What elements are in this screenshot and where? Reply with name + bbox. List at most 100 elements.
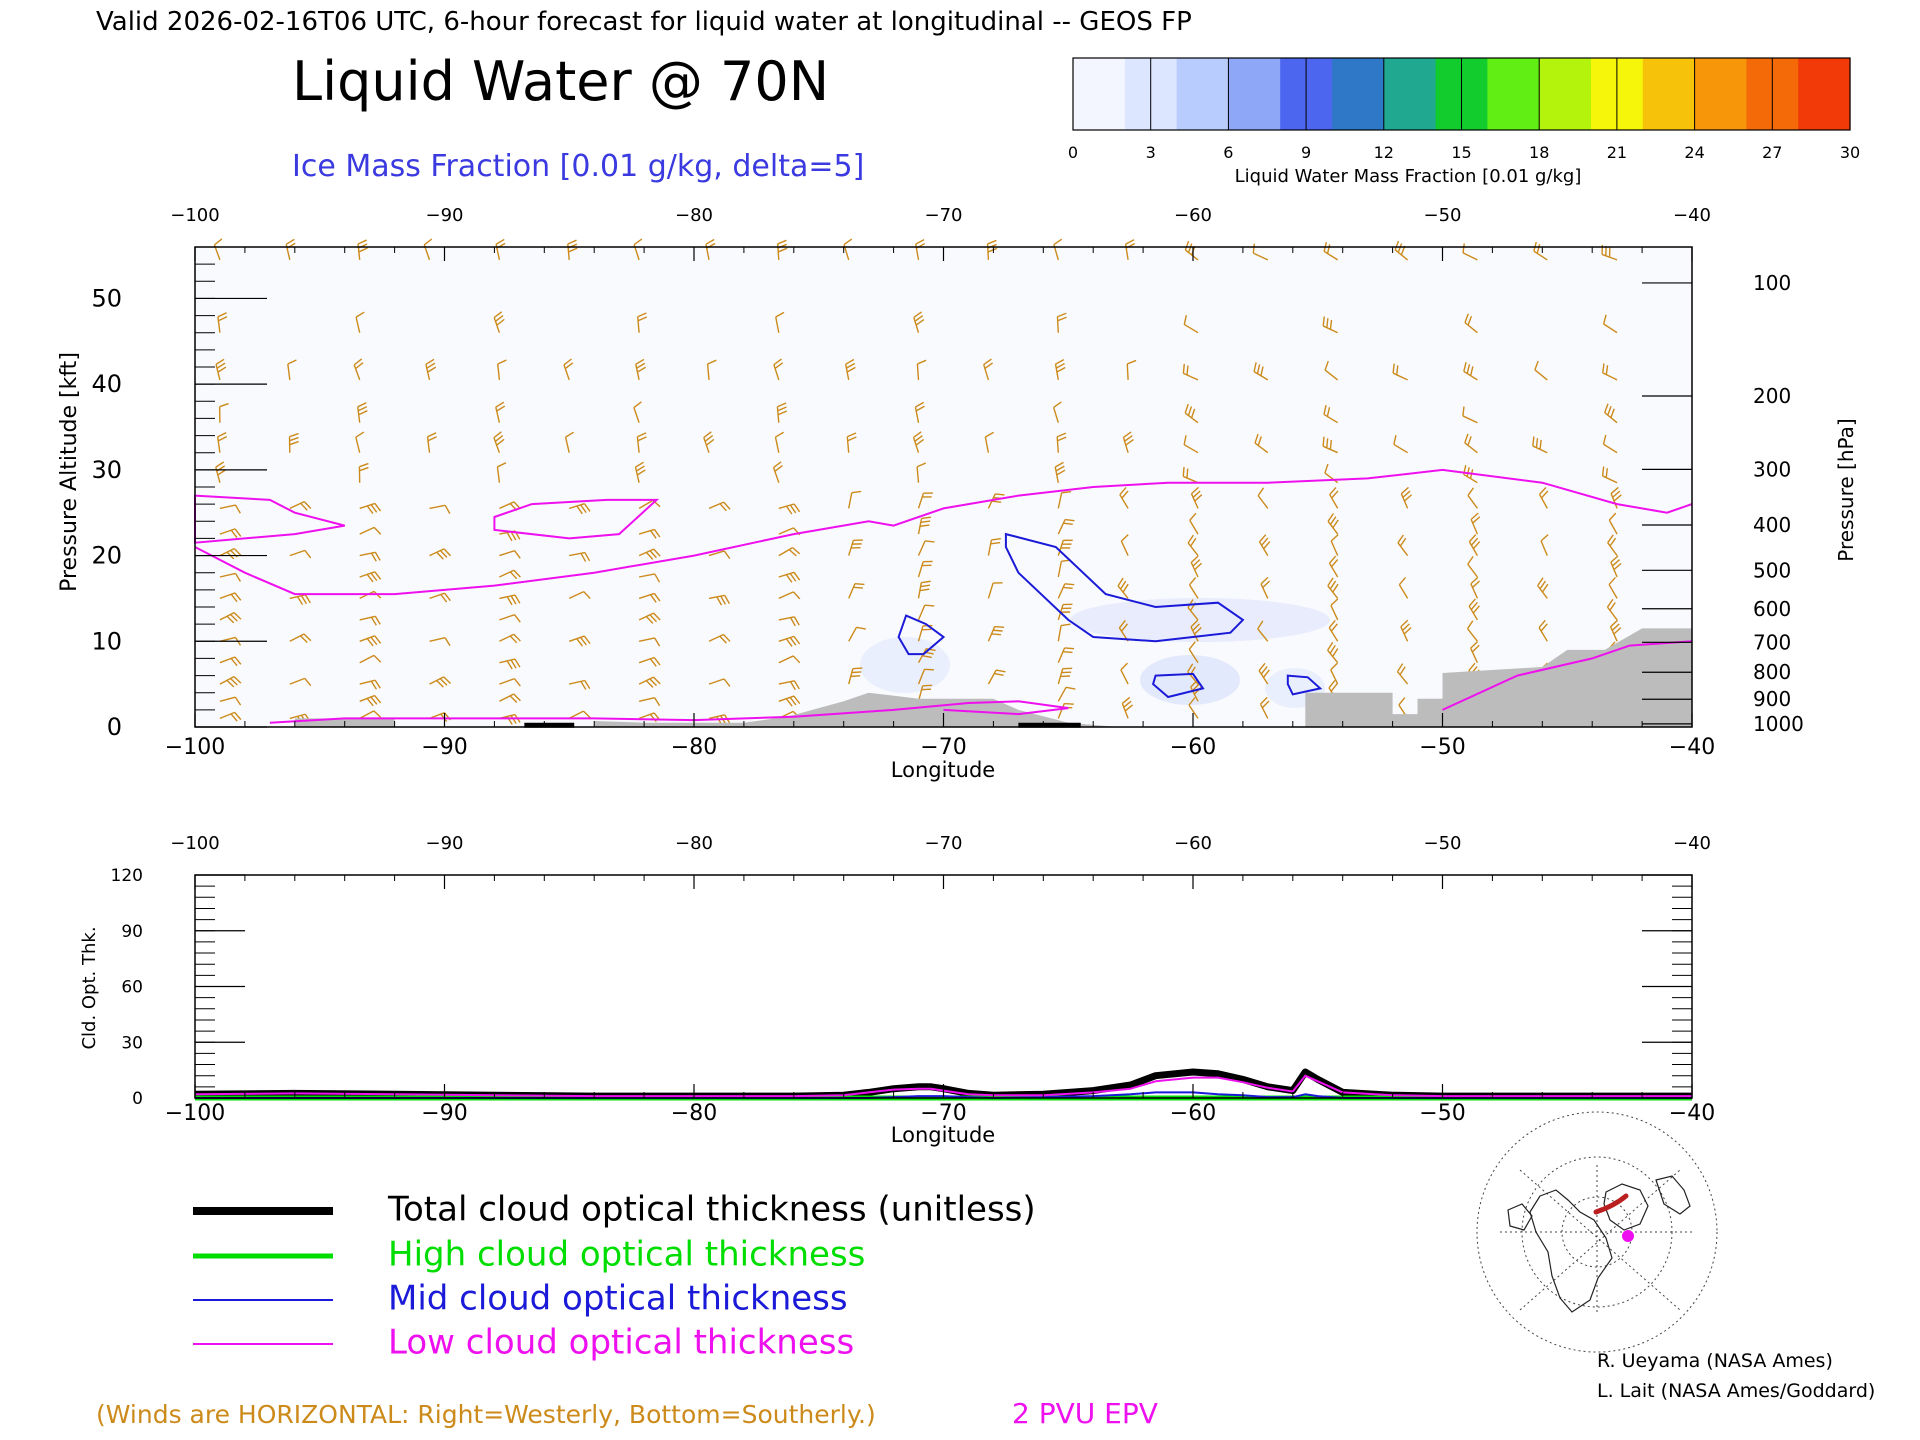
wind-barb — [1324, 463, 1339, 484]
wind-barb — [1330, 662, 1339, 685]
wind-barb-feather — [1194, 562, 1202, 571]
wind-barb-shaft — [637, 316, 640, 333]
wind-barb-shaft — [1330, 540, 1339, 556]
wind-barb-feather — [374, 679, 381, 689]
wind-barb-feather — [1608, 512, 1617, 521]
ice-5-west — [897, 614, 946, 656]
x-tick-label-top: −50 — [1424, 205, 1462, 226]
wind-barb-feather — [444, 637, 451, 647]
wind-barb-feather — [289, 432, 299, 438]
y-tick-label: 40 — [91, 370, 122, 398]
wind-barb-feather — [285, 238, 295, 245]
wind-barb-feather — [1540, 490, 1549, 499]
wind-barb-shaft — [219, 612, 235, 621]
wind-barb — [499, 633, 521, 644]
wind-barb — [1330, 598, 1339, 621]
wind-barb — [1188, 697, 1199, 719]
wind-barb — [1467, 487, 1478, 509]
wind-barb-feather — [921, 580, 931, 584]
ice-5-east — [1004, 532, 1245, 643]
wind-barb — [1462, 243, 1478, 261]
wind-barb-shaft — [217, 316, 221, 333]
wind-barb-feather — [1257, 436, 1262, 446]
wind-barb-shaft — [1260, 583, 1269, 599]
wind-barb-shaft — [499, 549, 515, 557]
wind-barb — [1257, 620, 1269, 642]
wind-barb-shaft — [778, 655, 794, 664]
wind-barb-shaft — [1470, 583, 1479, 599]
wind-barb-shaft — [568, 503, 585, 510]
wind-barb-shaft — [429, 548, 445, 557]
wind-barb-feather — [1330, 598, 1339, 606]
wind-barb-shaft — [638, 637, 655, 642]
wind-barb-shaft — [848, 492, 853, 509]
wind-barb-feather — [722, 634, 731, 642]
wind-barb-feather — [370, 552, 377, 562]
wind-barb — [1120, 662, 1129, 685]
wind-barb-feather — [374, 635, 382, 644]
wind-barb — [1182, 466, 1199, 484]
wind-barb-feather — [1188, 697, 1196, 706]
x-tick-label: −50 — [1419, 735, 1465, 760]
wind-barb-feather — [724, 595, 730, 604]
wind-barb-feather — [1613, 627, 1622, 635]
wind-barb-feather — [919, 588, 930, 592]
wind-barb-feather — [1396, 365, 1399, 375]
wind-barb — [1322, 316, 1338, 334]
wind-barb-shaft — [778, 695, 795, 702]
wind-barb-shaft — [497, 363, 501, 380]
wind-barb — [568, 503, 591, 515]
wind-barb-shaft — [219, 504, 236, 510]
ice-5-low-2 — [1286, 674, 1323, 696]
y-tick-label: 20 — [91, 542, 122, 570]
colorbar-tick-label: 18 — [1529, 143, 1549, 162]
wind-barb-feather — [1260, 696, 1268, 705]
wind-barb-shaft — [499, 677, 515, 685]
wind-barb-feather — [1121, 623, 1129, 632]
map-location-marker — [1622, 1230, 1634, 1242]
wind-barb — [1328, 619, 1339, 642]
wind-barb — [1054, 359, 1066, 381]
wind-barb-feather — [913, 431, 922, 439]
wind-barb-shaft — [1604, 412, 1618, 424]
wind-barb-feather — [854, 582, 865, 586]
wind-barb-feather — [915, 401, 925, 408]
wind-barb — [219, 711, 242, 722]
winds-note: (Winds are HORIZONTAL: Right=Westerly, B… — [96, 1400, 876, 1429]
wind-barb-feather — [567, 239, 577, 245]
wind-barb — [1468, 598, 1480, 621]
wind-barb-shaft — [1324, 369, 1339, 381]
wind-barb-shaft — [429, 504, 446, 510]
series-line-3 — [194, 1074, 1692, 1098]
wind-barb — [1057, 583, 1075, 599]
colorbar-tick-label: 24 — [1684, 143, 1704, 162]
wind-barb-shaft — [359, 502, 376, 510]
wind-barb-feather — [1124, 704, 1134, 712]
wind-barb-feather — [705, 238, 715, 245]
wind-barb — [1470, 512, 1481, 535]
wind-barb-shaft — [1463, 473, 1478, 484]
wind-barb — [708, 633, 731, 644]
wind-barb-shaft — [916, 466, 920, 483]
wind-barb-shaft — [848, 583, 856, 599]
wind-barb — [638, 592, 661, 603]
wind-barb-feather — [304, 549, 312, 559]
wind-barb-feather — [654, 637, 661, 647]
legend-label-low: Low cloud optical thickness — [388, 1323, 854, 1363]
wind-barb-feather — [1260, 666, 1268, 675]
wind-barb-shaft — [708, 678, 725, 685]
wind-barb — [1609, 619, 1622, 642]
x-tick-label-top: −50 — [1424, 833, 1462, 854]
wind-barb — [1120, 534, 1129, 556]
x-tick-label-top: −70 — [925, 833, 963, 854]
wind-barb — [1610, 486, 1622, 509]
wind-barb-feather — [370, 572, 378, 582]
pressure-tick-label: 800 — [1753, 660, 1791, 684]
wind-barb — [219, 612, 242, 624]
wind-barb-shaft — [1057, 519, 1066, 535]
wind-barb-feather — [1329, 486, 1337, 496]
wind-barb-feather — [984, 362, 994, 369]
wind-barb-shaft — [1328, 562, 1339, 578]
wind-barb-feather — [1403, 627, 1412, 635]
wind-barb — [1392, 363, 1408, 381]
